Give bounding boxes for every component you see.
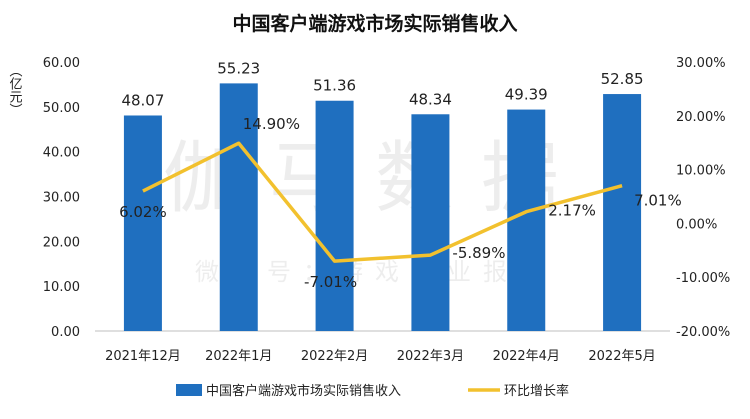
- growth-rate-label: 7.01%: [634, 192, 682, 210]
- growth-rate-label: 14.90%: [243, 115, 300, 133]
- right-axis-tick-label: -10.00%: [676, 271, 730, 286]
- right-axis-tick-label: -20.00%: [676, 325, 730, 340]
- left-axis-tick-label: 10.00: [43, 280, 80, 295]
- x-axis-category-label: 2022年3月: [397, 349, 464, 364]
- growth-rate-label: -5.89%: [452, 244, 505, 262]
- revenue-bar-label: 49.39: [505, 86, 548, 104]
- legend-label-growth: 环比增长率: [504, 383, 569, 399]
- legend-swatch-revenue: [176, 384, 202, 396]
- left-axis-tick-label: 50.00: [43, 101, 80, 116]
- revenue-bar-label: 52.85: [601, 70, 644, 88]
- growth-rate-line: [142, 141, 623, 263]
- right-axis-tick-label: 20.00%: [676, 110, 726, 125]
- left-axis-unit: （亿元）: [7, 64, 23, 116]
- x-axis-category-label: 2022年5月: [588, 349, 655, 364]
- revenue-bar-label: 48.07: [121, 91, 164, 109]
- x-axis-category-label: 2021年12月: [105, 349, 181, 364]
- x-axis-category-label: 2022年1月: [205, 349, 272, 364]
- growth-rate-label: -7.01%: [304, 273, 357, 291]
- chart-title: 中国客户端游戏市场实际销售收入: [232, 12, 517, 35]
- left-axis-tick-label: 40.00: [43, 146, 80, 161]
- revenue-bar: [123, 115, 162, 331]
- growth-rate-label: 6.02%: [119, 203, 167, 221]
- revenue-bar: [603, 94, 642, 331]
- left-axis-tick-label: 60.00: [43, 56, 80, 71]
- left-axis-tick-label: 20.00: [43, 235, 80, 250]
- right-axis-tick-label: 0.00%: [676, 217, 717, 232]
- revenue-bar: [411, 114, 450, 331]
- revenue-bar: [315, 100, 354, 332]
- revenue-bar-label: 48.34: [409, 90, 452, 108]
- left-axis-tick-label: 30.00: [43, 191, 80, 206]
- revenue-bar-label: 51.36: [313, 77, 356, 95]
- revenue-bar: [507, 109, 546, 331]
- right-axis-tick-label: 30.00%: [676, 56, 726, 71]
- revenue-bar-label: 55.23: [217, 59, 260, 77]
- right-axis-tick-label: 10.00%: [676, 164, 726, 179]
- legend-label-revenue: 中国客户端游戏市场实际销售收入: [206, 383, 401, 399]
- x-axis-category-label: 2022年4月: [493, 349, 560, 364]
- left-axis-tick-label: 0.00: [51, 325, 80, 340]
- revenue-bar: [219, 83, 258, 331]
- x-axis-category-label: 2022年2月: [301, 349, 368, 364]
- growth-rate-label: 2.17%: [548, 202, 596, 220]
